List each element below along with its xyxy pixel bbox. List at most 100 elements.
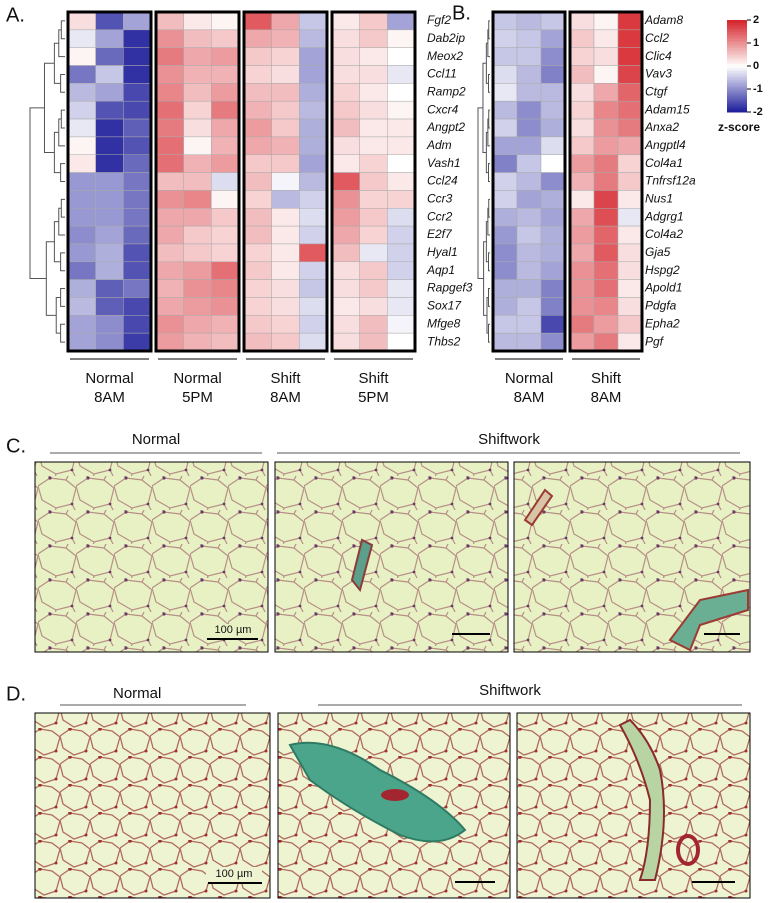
heatmap-cell bbox=[67, 100, 96, 120]
heatmap-cell bbox=[569, 118, 595, 138]
heatmap-cell bbox=[271, 11, 300, 31]
heatmap-cell bbox=[617, 190, 643, 209]
heatmap-cell bbox=[271, 190, 300, 209]
heatmap-cell bbox=[271, 332, 300, 352]
heatmap-cell bbox=[516, 279, 542, 298]
heatmap-cell bbox=[299, 172, 328, 191]
dendrogram bbox=[60, 109, 65, 129]
gene-label: Angpt2 bbox=[426, 120, 465, 134]
colorbar-tick-label: 1 bbox=[753, 37, 759, 49]
heatmap-cell bbox=[211, 332, 240, 352]
heatmap-cell bbox=[593, 332, 619, 352]
heatmap-cell bbox=[155, 65, 184, 84]
heatmap-cell bbox=[271, 83, 300, 102]
colorbar-step bbox=[727, 45, 747, 49]
heatmap-cell bbox=[516, 136, 542, 155]
heatmap-cell bbox=[387, 225, 416, 245]
heatmap-cell bbox=[271, 297, 300, 316]
heatmap-cell bbox=[155, 190, 184, 209]
heatmap-cell bbox=[155, 136, 184, 155]
heatmap-cell bbox=[155, 279, 184, 298]
heatmap-cell bbox=[387, 118, 416, 138]
gene-label: Epha2 bbox=[645, 316, 680, 330]
colorbar-step bbox=[727, 22, 747, 26]
heatmap-cell bbox=[516, 190, 542, 209]
group-frame bbox=[330, 10, 417, 353]
heatmap-cell bbox=[492, 315, 518, 334]
heatmap-cell bbox=[516, 47, 542, 66]
heatmap-cell bbox=[299, 136, 328, 155]
scale-bar-label: 100 µm bbox=[216, 868, 253, 880]
gene-label: Ccr2 bbox=[427, 209, 453, 223]
gene-label: Ccl11 bbox=[427, 67, 457, 81]
heatmap-cell bbox=[123, 83, 152, 102]
group-label: Normal bbox=[85, 370, 133, 387]
heatmap-cell bbox=[123, 297, 152, 316]
heatmap-cell bbox=[67, 315, 96, 334]
colorbar-step bbox=[727, 95, 747, 99]
heatmap-cell bbox=[359, 47, 388, 66]
heatmap-cell bbox=[331, 279, 360, 298]
heatmap-cell bbox=[359, 172, 388, 191]
vessel bbox=[618, 718, 665, 881]
heatmap-cell bbox=[617, 29, 643, 48]
heatmap-cell bbox=[492, 154, 518, 173]
heatmap-cell bbox=[540, 47, 566, 66]
heatmap-cell bbox=[243, 225, 272, 245]
heatmap-cell bbox=[243, 172, 272, 191]
heatmap-cell bbox=[540, 208, 566, 227]
heatmap-cell bbox=[540, 172, 566, 191]
heatmap-cell bbox=[540, 118, 566, 138]
heatmap-cell bbox=[331, 100, 360, 120]
heatmap-cell bbox=[67, 154, 96, 173]
colorbar-step bbox=[727, 91, 747, 95]
heatmap-cell bbox=[183, 29, 212, 48]
gene-label: Col4a1 bbox=[645, 156, 683, 170]
gene-label: Fgf2 bbox=[427, 13, 451, 27]
heatmap-cell bbox=[492, 118, 518, 138]
heatmap-cell bbox=[359, 11, 388, 31]
heatmap-cell bbox=[569, 332, 595, 352]
panel-label: A. bbox=[6, 4, 25, 26]
heatmap-cell bbox=[155, 154, 184, 173]
micrograph bbox=[274, 461, 509, 653]
group-label: 8AM bbox=[94, 389, 125, 406]
panel-label: C. bbox=[6, 435, 26, 457]
heatmap-cell bbox=[95, 315, 124, 334]
colorbar-tick-label: -2 bbox=[753, 106, 763, 118]
group-label: Normal bbox=[113, 685, 161, 702]
colorbar-step bbox=[727, 93, 747, 97]
heatmap-cell bbox=[183, 243, 212, 263]
heatmap-cell bbox=[359, 29, 388, 48]
gene-label: Ccr3 bbox=[427, 192, 453, 206]
colorbar-step bbox=[727, 61, 747, 65]
heatmap-cell bbox=[299, 208, 328, 227]
heatmap-cell bbox=[123, 118, 152, 138]
heatmap-cell bbox=[95, 100, 124, 120]
heatmap-cell bbox=[95, 172, 124, 191]
heatmap-cell bbox=[183, 190, 212, 209]
colorbar-step bbox=[727, 75, 747, 78]
heatmap-cell bbox=[271, 47, 300, 66]
heatmap-cell bbox=[95, 261, 124, 280]
heatmap-cell bbox=[387, 47, 416, 66]
heatmap-cell bbox=[271, 65, 300, 84]
heatmap-cell bbox=[569, 47, 595, 66]
heatmap-cell bbox=[331, 315, 360, 334]
heatmap-cell bbox=[271, 243, 300, 263]
dendrogram bbox=[58, 118, 65, 147]
heatmap-cell bbox=[569, 83, 595, 102]
heatmap-cell bbox=[299, 315, 328, 334]
heatmap-cell bbox=[243, 243, 272, 263]
gene-label: Sox17 bbox=[427, 299, 462, 313]
heatmap-cell bbox=[593, 190, 619, 209]
heatmap-cell bbox=[123, 279, 152, 298]
heatmap-cell bbox=[243, 11, 272, 31]
heatmap-cell bbox=[492, 332, 518, 352]
heatmap-cell bbox=[155, 261, 184, 280]
group-label: 5PM bbox=[358, 389, 389, 406]
dendrogram bbox=[60, 252, 65, 272]
colorbar-step bbox=[727, 77, 747, 81]
heatmap-cell bbox=[593, 118, 619, 138]
colorbar-step bbox=[727, 105, 747, 108]
